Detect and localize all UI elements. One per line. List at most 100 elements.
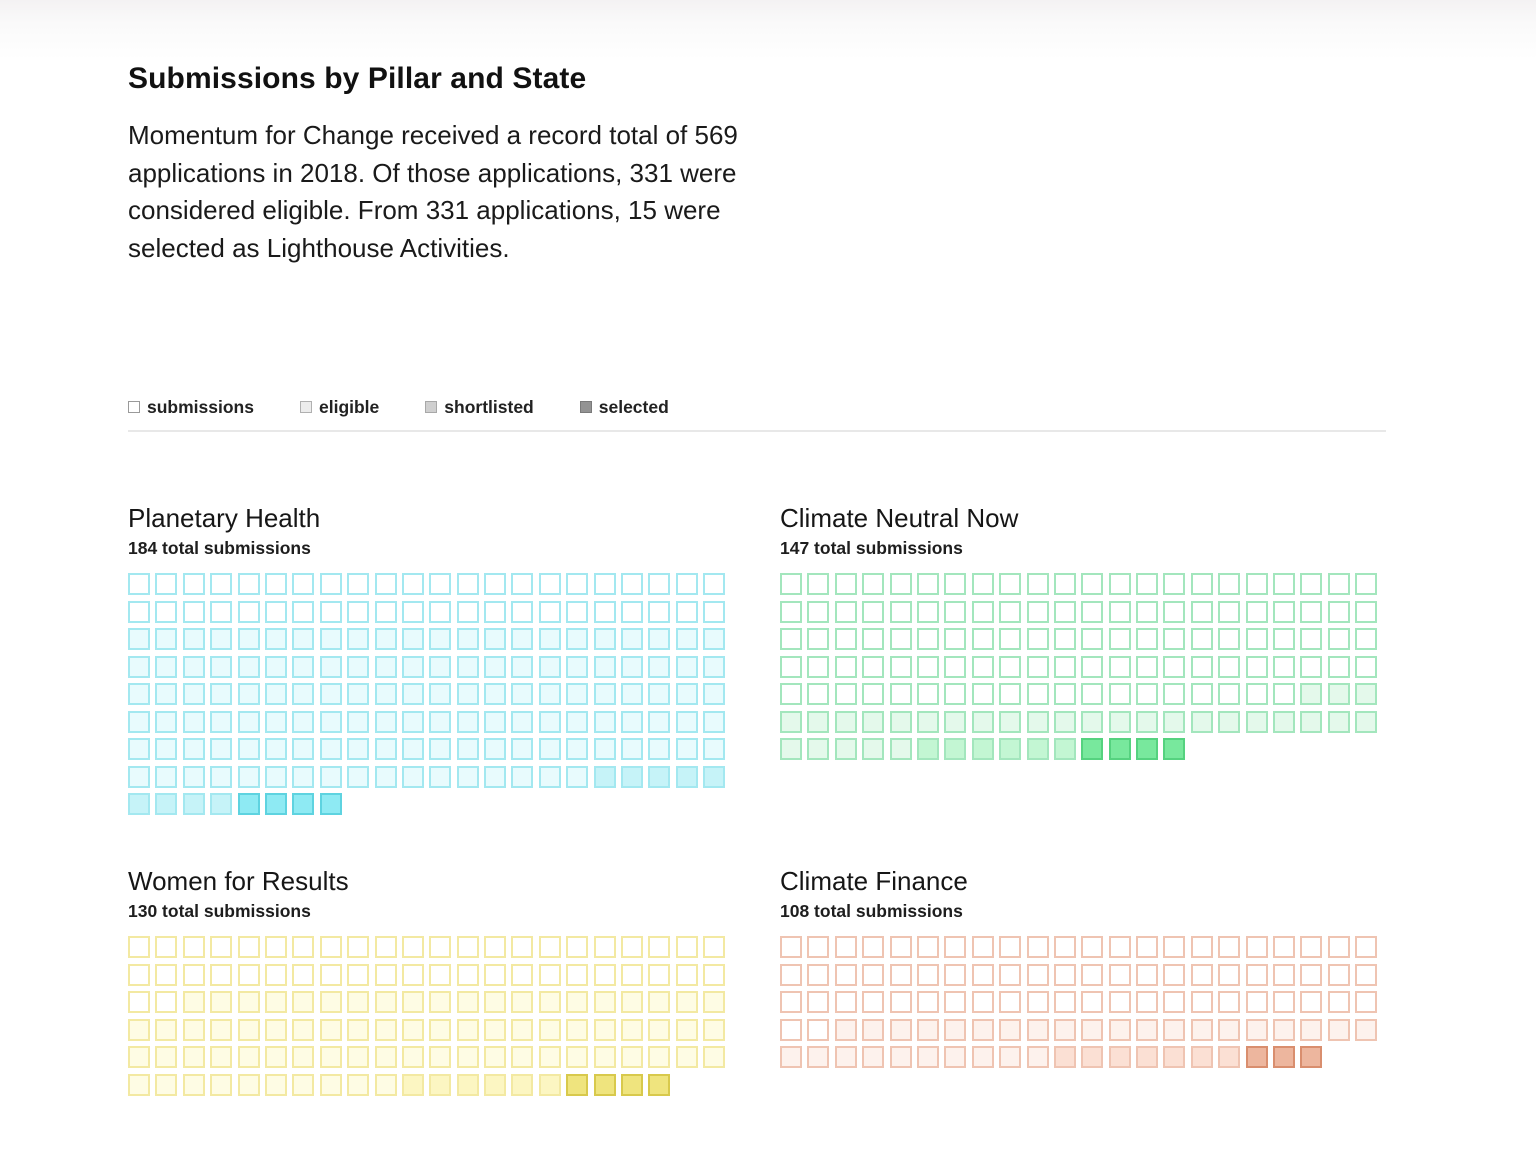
waffle-grid	[128, 573, 738, 815]
waffle-square-submissions	[210, 936, 233, 958]
waffle-square-eligible	[511, 765, 534, 788]
waffle-square-submissions	[944, 655, 967, 678]
waffle-square-eligible	[319, 1073, 342, 1096]
waffle-square-submissions	[916, 600, 939, 623]
waffle-square-eligible	[1108, 710, 1131, 733]
waffle-square-submissions	[401, 573, 424, 595]
waffle-square-submissions	[1108, 573, 1131, 595]
waffle-grid	[128, 936, 738, 1096]
waffle-square-shortlisted	[182, 793, 205, 815]
waffle-square-submissions	[648, 573, 671, 595]
waffle-square-eligible	[538, 765, 561, 788]
waffle-square-submissions	[1327, 655, 1350, 678]
waffle-square-eligible	[182, 765, 205, 788]
waffle-square-eligible	[889, 1018, 912, 1041]
waffle-square-submissions	[1355, 936, 1378, 958]
waffle-square-submissions	[429, 600, 452, 623]
waffle-square-shortlisted	[971, 738, 994, 760]
waffle-square-eligible	[484, 683, 507, 705]
waffle-square-eligible	[456, 655, 479, 678]
waffle-square-submissions	[128, 936, 150, 958]
waffle-square-submissions	[456, 963, 479, 986]
waffle-square-eligible	[511, 710, 534, 733]
waffle-square-eligible	[347, 655, 370, 678]
waffle-square-eligible	[292, 710, 315, 733]
waffle-square-shortlisted	[944, 738, 967, 760]
waffle-square-eligible	[1026, 1018, 1049, 1041]
waffle-square-eligible	[210, 991, 233, 1013]
waffle-square-submissions	[319, 600, 342, 623]
waffle-square-eligible	[347, 683, 370, 705]
waffle-square-submissions	[834, 655, 857, 678]
waffle-square-eligible	[347, 738, 370, 760]
waffle-square-submissions	[484, 573, 507, 595]
waffle-square-eligible	[621, 1018, 644, 1041]
waffle-square-eligible	[374, 765, 397, 788]
waffle-square-submissions	[1026, 936, 1049, 958]
waffle-square-submissions	[1163, 936, 1186, 958]
pillar-total: 130 total submissions	[128, 901, 311, 921]
waffle-square-submissions	[1163, 573, 1186, 595]
waffle-square-submissions	[889, 628, 912, 650]
pillar-women-for-results: Women for Results 130 total submissions	[128, 866, 738, 1096]
waffle-square-submissions	[1273, 655, 1296, 678]
waffle-square-shortlisted	[1081, 1046, 1104, 1068]
waffle-square-submissions	[319, 936, 342, 958]
waffle-square-submissions	[889, 600, 912, 623]
waffle-square-submissions	[182, 963, 205, 986]
waffle-square-shortlisted	[1136, 1046, 1159, 1068]
waffle-square-shortlisted	[511, 1073, 534, 1096]
waffle-square-submissions	[807, 936, 830, 958]
waffle-square-eligible	[347, 991, 370, 1013]
waffle-square-eligible	[916, 710, 939, 733]
waffle-square-submissions	[456, 600, 479, 623]
waffle-square-submissions	[1245, 963, 1268, 986]
waffle-square-submissions	[999, 936, 1022, 958]
waffle-square-submissions	[648, 963, 671, 986]
waffle-square-eligible	[511, 683, 534, 705]
waffle-square-submissions	[1245, 683, 1268, 705]
waffle-square-selected	[1245, 1046, 1268, 1068]
waffle-square-submissions	[593, 600, 616, 623]
waffle-square-submissions	[1355, 963, 1378, 986]
waffle-square-eligible	[128, 628, 150, 650]
waffle-square-submissions	[916, 963, 939, 986]
waffle-square-submissions	[1053, 683, 1076, 705]
waffle-square-submissions	[374, 963, 397, 986]
waffle-square-submissions	[264, 936, 287, 958]
waffle-square-submissions	[971, 573, 994, 595]
waffle-square-submissions	[1218, 600, 1241, 623]
waffle-square-submissions	[999, 628, 1022, 650]
legend-swatch-selected	[579, 401, 592, 413]
waffle-square-submissions	[1190, 936, 1213, 958]
waffle-square-submissions	[182, 600, 205, 623]
waffle-square-eligible	[971, 710, 994, 733]
waffle-square-submissions	[944, 573, 967, 595]
waffle-square-submissions	[648, 600, 671, 623]
intro-paragraph: Momentum for Change received a record to…	[128, 120, 738, 263]
pillar-climate-neutral-now: Climate Neutral Now 147 total submission…	[780, 503, 1390, 760]
pillar-name: Climate Neutral Now	[780, 503, 1019, 533]
waffle-square-eligible	[593, 1046, 616, 1068]
waffle-square-submissions	[1273, 936, 1296, 958]
waffle-square-eligible	[319, 655, 342, 678]
waffle-square-submissions	[1108, 600, 1131, 623]
waffle-square-submissions	[1190, 655, 1213, 678]
waffle-square-eligible	[1218, 1018, 1241, 1041]
waffle-square-eligible	[1218, 710, 1241, 733]
waffle-square-eligible	[456, 1018, 479, 1041]
waffle-square-shortlisted	[999, 738, 1022, 760]
waffle-square-eligible	[128, 710, 150, 733]
waffle-square-submissions	[916, 683, 939, 705]
waffle-square-eligible	[703, 628, 726, 650]
legend: submissions eligible shortlisted selecte…	[128, 396, 715, 418]
waffle-square-shortlisted	[128, 793, 150, 815]
waffle-square-submissions	[999, 963, 1022, 986]
waffle-square-eligible	[292, 991, 315, 1013]
waffle-square-selected	[319, 793, 342, 815]
waffle-square-eligible	[237, 628, 260, 650]
waffle-square-eligible	[347, 765, 370, 788]
waffle-square-submissions	[1355, 655, 1378, 678]
waffle-square-eligible	[374, 1046, 397, 1068]
waffle-square-submissions	[780, 600, 802, 623]
